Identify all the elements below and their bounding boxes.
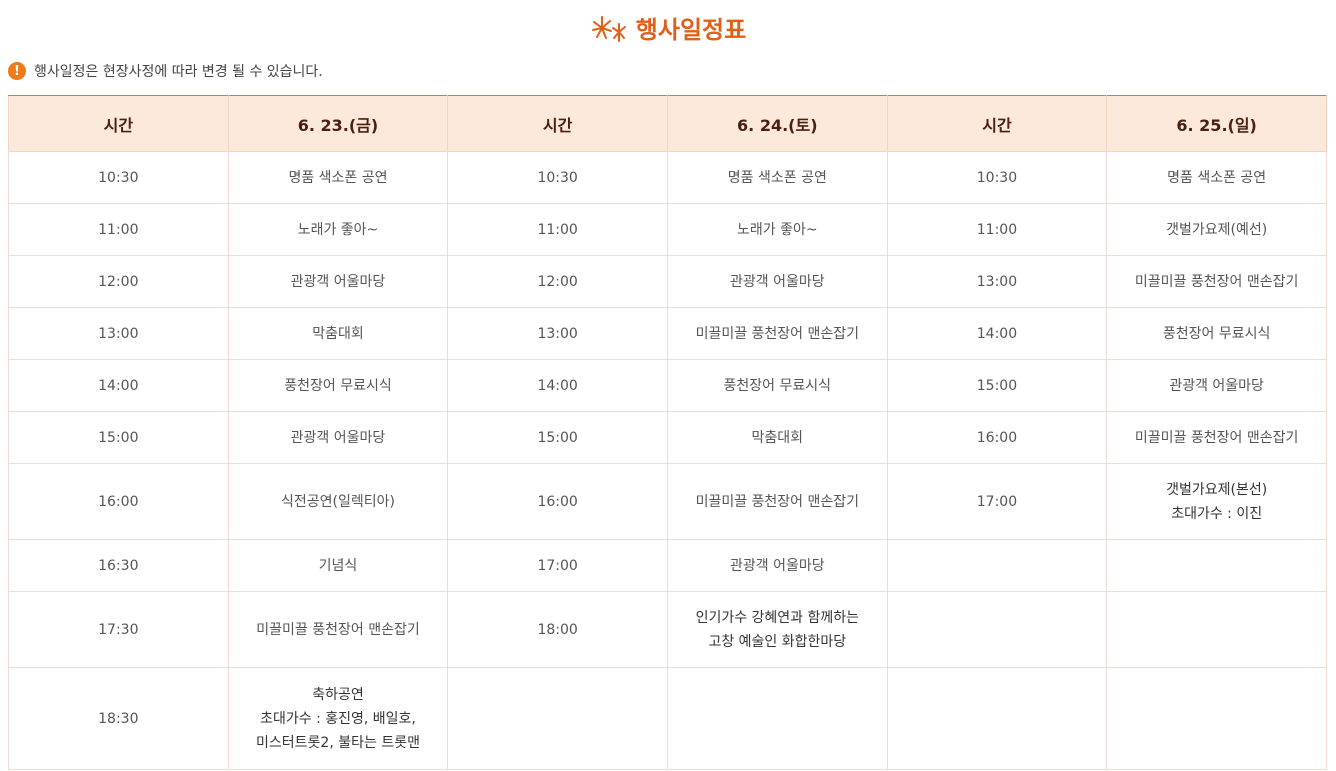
time-cell: 16:30 (8, 539, 229, 592)
time-cell: 17:00 (447, 539, 668, 592)
time-cell: 18:00 (447, 591, 668, 668)
title-text: 행사일정표 (635, 16, 747, 44)
column-header: 6. 24.(토) (666, 95, 888, 152)
exclamation-icon: ! (8, 62, 26, 80)
table-row: 16:00 식전공연(일렉티아) 16:00 미끌미끌 풍천장어 맨손잡기 17:00 갯… (8, 463, 1327, 540)
table-row: 10:30 명품 색소폰 공연 10:30 명품 색소폰 공연 10:30 명품 색소폰 … (8, 151, 1327, 204)
notice: ! 행사일정은 현장사정에 따라 변경 될 수 있습니다. (8, 61, 323, 81)
time-cell: 10:30 (447, 151, 668, 204)
event-cell: 막춤대회 (227, 307, 449, 360)
time-cell: 16:00 (8, 463, 229, 540)
event-cell: 미끌미끌 풍천장어 맨손잡기 (666, 463, 888, 540)
firework-icon (591, 16, 626, 42)
time-cell (886, 667, 1108, 770)
event-cell: 풍천장어 무료시식 (227, 359, 449, 412)
event-cell: 미끌미끌 풍천장어 맨손잡기 (1106, 255, 1327, 308)
event-cell (666, 667, 888, 770)
event-cell (1106, 539, 1327, 592)
time-cell (886, 591, 1108, 668)
time-cell: 13:00 (8, 307, 229, 360)
time-cell: 11:00 (886, 203, 1108, 256)
table-row: 11:00 노래가 좋아~ 11:00 노래가 좋아~ 11:00 갯벌가요제(예선) (8, 203, 1327, 256)
header-row: 시간 6. 23.(금) 시간 6. 24.(토) 시간 6. 25.(일) (8, 95, 1327, 152)
time-cell: 10:30 (886, 151, 1108, 204)
event-cell: 명품 색소폰 공연 (666, 151, 888, 204)
time-cell: 11:00 (447, 203, 668, 256)
event-cell: 식전공연(일렉티아) (227, 463, 449, 540)
event-cell: 기념식 (227, 539, 449, 592)
event-cell: 풍천장어 무료시식 (666, 359, 888, 412)
event-cell: 미끌미끌 풍천장어 맨손잡기 (666, 307, 888, 360)
event-cell: 미끌미끌 풍천장어 맨손잡기 (227, 591, 449, 668)
time-cell: 13:00 (447, 307, 668, 360)
time-cell: 16:00 (886, 411, 1108, 464)
column-header: 시간 (886, 95, 1108, 152)
table-row: 17:30 미끌미끌 풍천장어 맨손잡기 18:00 인기가수 강혜연과 함께하는 고… (8, 591, 1327, 668)
event-cell: 관광객 어울마당 (1106, 359, 1327, 412)
table-row: 16:30 기념식 17:00 관광객 어울마당 (8, 539, 1327, 592)
event-cell: 관광객 어울마당 (666, 539, 888, 592)
time-cell: 15:00 (447, 411, 668, 464)
time-cell: 17:30 (8, 591, 229, 668)
time-cell: 13:00 (886, 255, 1108, 308)
event-cell: 축하공연 초대가수 : 홍진영, 배일호, 미스터트롯2, 불타는 트롯맨 (227, 667, 449, 770)
time-cell: 18:30 (8, 667, 229, 770)
time-cell: 12:00 (8, 255, 229, 308)
time-cell: 16:00 (447, 463, 668, 540)
event-cell: 관광객 어울마당 (227, 255, 449, 308)
event-cell: 갯벌가요제(예선) (1106, 203, 1327, 256)
time-cell: 15:00 (886, 359, 1108, 412)
time-cell: 15:00 (8, 411, 229, 464)
table-row: 15:00 관광객 어울마당 15:00 막춤대회 16:00 미끌미끌 풍천장어 맨손잡… (8, 411, 1327, 464)
event-cell: 갯벌가요제(본선) 초대가수 : 이진 (1106, 463, 1327, 540)
table-row: 14:00 풍천장어 무료시식 14:00 풍천장어 무료시식 15:00 관광객 어울마… (8, 359, 1327, 412)
table-row: 13:00 막춤대회 13:00 미끌미끌 풍천장어 맨손잡기 14:00 풍천장어 무료… (8, 307, 1327, 360)
event-cell (1106, 591, 1327, 668)
event-cell: 명품 색소폰 공연 (227, 151, 449, 204)
time-cell: 14:00 (886, 307, 1108, 360)
time-cell (886, 539, 1108, 592)
event-cell: 노래가 좋아~ (227, 203, 449, 256)
schedule-table: 시간 6. 23.(금) 시간 6. 24.(토) 시간 6. 25.(일) 10:30 명… (8, 95, 1327, 770)
event-cell: 노래가 좋아~ (666, 203, 888, 256)
time-cell: 12:00 (447, 255, 668, 308)
time-cell: 14:00 (8, 359, 229, 412)
column-header: 시간 (8, 95, 229, 152)
column-header: 6. 25.(일) (1106, 95, 1327, 152)
event-cell (1106, 667, 1327, 770)
time-cell (447, 667, 668, 770)
table-row: 18:30 축하공연 초대가수 : 홍진영, 배일호, 미스터트롯2, 불타는 트… (8, 667, 1327, 770)
event-cell: 풍천장어 무료시식 (1106, 307, 1327, 360)
time-cell: 17:00 (886, 463, 1108, 540)
event-cell: 막춤대회 (666, 411, 888, 464)
column-header: 시간 (447, 95, 668, 152)
event-cell: 관광객 어울마당 (666, 255, 888, 308)
event-cell: 인기가수 강혜연과 함께하는 고창 예술인 화합한마당 (666, 591, 888, 668)
page-title: 행사일정표 (0, 10, 1336, 45)
notice-text: 행사일정은 현장사정에 따라 변경 될 수 있습니다. (34, 64, 323, 80)
table-row: 12:00 관광객 어울마당 12:00 관광객 어울마당 13:00 미끌미끌 풍천장어… (8, 255, 1327, 308)
event-cell: 명품 색소폰 공연 (1106, 151, 1327, 204)
event-cell: 관광객 어울마당 (227, 411, 449, 464)
column-header: 6. 23.(금) (227, 95, 449, 152)
time-cell: 14:00 (447, 359, 668, 412)
time-cell: 11:00 (8, 203, 229, 256)
time-cell: 10:30 (8, 151, 229, 204)
event-cell: 미끌미끌 풍천장어 맨손잡기 (1106, 411, 1327, 464)
